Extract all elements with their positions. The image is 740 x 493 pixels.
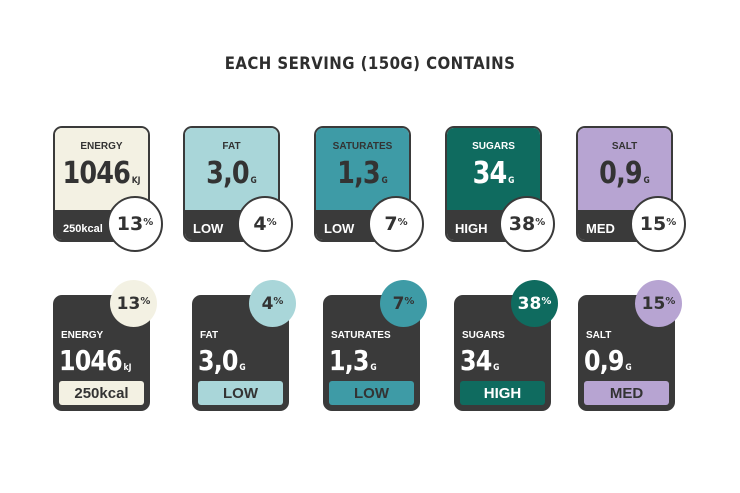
fat-label-card-alt: FAT 3,0 G LOW 4% (192, 280, 317, 412)
nutrient-name: ENERGY (80, 141, 123, 152)
nutrient-value: 1046 KJ (62, 156, 141, 191)
nutrient-value: 0,9 G (599, 156, 650, 191)
energy-label-card-alt: ENERGY 1046 kJ 250kcal 13% (53, 280, 178, 412)
percent-badge: 13% (110, 280, 157, 327)
nutrient-value: 1046 kJ (59, 344, 132, 377)
percent-badge: 15% (630, 196, 686, 252)
percent-badge: 38% (511, 280, 558, 327)
percent-badge: 7% (380, 280, 427, 327)
fat-label-card: FAT 3,0 G LOW 4% (183, 126, 293, 252)
nutrient-name: ENERGY (61, 330, 104, 341)
level-text: MED (586, 221, 615, 236)
nutrient-value: 0,9 G (584, 344, 632, 377)
nutrient-value: 34 G (460, 344, 500, 377)
nutrient-value: 34 G (472, 156, 515, 191)
percent-badge: 13% (107, 196, 163, 252)
kcal-value: 250kcal (63, 223, 103, 235)
nutrient-value: 1,3 G (329, 344, 377, 377)
salt-label-card-alt: SALT 0,9 G MED 15% (578, 280, 703, 412)
level-strip: MED (584, 381, 669, 405)
percent-badge: 38% (499, 196, 555, 252)
nutrient-name: SATURATES (331, 330, 391, 341)
nutrient-name: FAT (222, 141, 241, 152)
level-strip: LOW (198, 381, 283, 405)
nutrient-name: SALT (611, 141, 638, 152)
nutrient-name: SATURATES (332, 141, 393, 152)
level-strip: HIGH (460, 381, 545, 405)
percent-badge: 4% (237, 196, 293, 252)
kcal-strip: 250kcal (59, 381, 144, 405)
level-text: HIGH (455, 221, 488, 236)
saturates-label-card: SATURATES 1,3 G LOW 7% (314, 126, 424, 252)
nutrient-name: SUGARS (472, 141, 515, 152)
sugars-label-card: SUGARS 34 G HIGH 38% (445, 126, 555, 252)
percent-badge: 4% (249, 280, 296, 327)
percent-badge: 15% (635, 280, 682, 327)
energy-label-card: ENERGY 1046 KJ 250kcal 13% (53, 126, 163, 252)
saturates-label-card-alt: SATURATES 1,3 G LOW 7% (323, 280, 448, 412)
nutrient-value: 3,0 G (198, 344, 246, 377)
level-text: LOW (193, 221, 224, 236)
nutrient-name: FAT (200, 330, 219, 341)
page-title: EACH SERVING (150G) CONTAINS (224, 54, 516, 74)
level-text: LOW (324, 221, 355, 236)
nutrient-value: 1,3 G (337, 156, 388, 191)
salt-label-card: SALT 0,9 G MED 15% (576, 126, 686, 252)
sugars-label-card-alt: SUGARS 34 G HIGH 38% (454, 280, 579, 412)
nutrient-name: SUGARS (462, 330, 505, 341)
nutrient-name: SALT (586, 330, 612, 341)
nutrient-value: 3,0 G (206, 156, 257, 191)
level-strip: LOW (329, 381, 414, 405)
percent-badge: 7% (368, 196, 424, 252)
